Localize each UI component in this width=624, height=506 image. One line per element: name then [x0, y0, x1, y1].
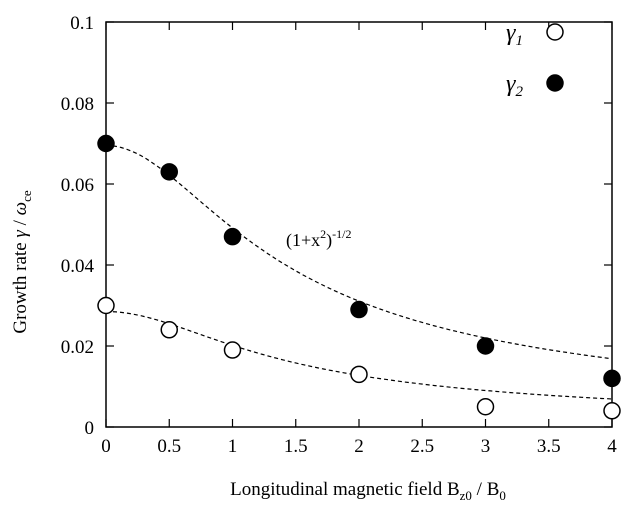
- x-tick-label: 1: [228, 436, 238, 457]
- data-point-gamma1: [603, 402, 621, 420]
- y-tick-label: 0.06: [61, 175, 94, 196]
- data-point-gamma1: [476, 398, 495, 416]
- legend: γ1 γ2: [506, 20, 564, 100]
- legend-marker-gamma1: [546, 23, 564, 41]
- x-tick-label: 2.5: [410, 436, 434, 457]
- x-tick-label: 2: [354, 436, 364, 457]
- legend-label-gamma1: γ1: [506, 20, 523, 49]
- y-tick-label: 0.02: [61, 337, 94, 358]
- x-tick-label: 4: [607, 436, 617, 457]
- y-tick-label: 0: [85, 418, 95, 439]
- data-point-gamma2: [160, 163, 178, 181]
- data-point-gamma1: [350, 365, 368, 384]
- x-tick-label: 0.5: [157, 436, 181, 457]
- fit-curve-gamma2: [105, 144, 613, 360]
- data-point-gamma2: [223, 227, 242, 246]
- y-tick-label: 0.08: [61, 94, 94, 115]
- x-tick-label: 0: [101, 436, 111, 457]
- legend-marker-gamma2: [546, 74, 564, 92]
- y-tick-label: 0.04: [61, 256, 95, 277]
- data-point-gamma1: [160, 321, 178, 339]
- y-tick-label: 0.1: [70, 13, 94, 34]
- data-point-gamma2: [97, 134, 115, 153]
- data-point-gamma2: [476, 337, 495, 355]
- x-tick-label: 1.5: [284, 436, 308, 457]
- data-point-gamma2: [350, 300, 368, 319]
- fit-formula-annotation: (1+x2)-1/2: [286, 227, 352, 251]
- y-axis-title: Growth rate γ / ωce: [10, 190, 34, 334]
- data-point-gamma1: [223, 341, 242, 359]
- data-point-gamma2: [603, 369, 621, 388]
- x-axis-title: Longitudinal magnetic field Bz0 / B0: [230, 479, 506, 503]
- data-point-gamma1: [97, 296, 115, 315]
- legend-label-gamma2: γ2: [506, 71, 523, 100]
- fit-curve-gamma1: [105, 311, 613, 400]
- plot-area: 0 0.5 1 1.5 2 2.5 3 3.5 4 0 0.02 0.04 0.06 0.08 0.1: [61, 13, 621, 457]
- x-tick-label: 3.5: [537, 436, 561, 457]
- x-tick-label: 3: [481, 436, 491, 457]
